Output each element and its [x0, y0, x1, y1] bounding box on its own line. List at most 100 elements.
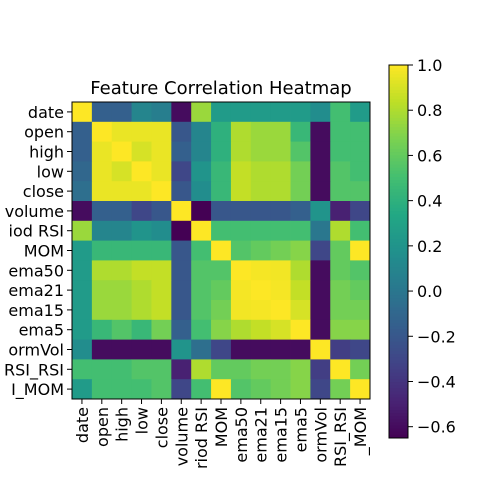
heatmap-cell — [230, 141, 252, 162]
colorbar-tick-label: −0.4 — [417, 372, 456, 391]
heatmap-cell — [310, 379, 331, 400]
colorbar-segment — [389, 326, 408, 330]
heatmap-cell — [211, 121, 232, 142]
colorbar-segment — [389, 117, 408, 122]
heatmap-cell — [131, 280, 152, 301]
colorbar-segment — [389, 276, 408, 280]
x-tick-label: riod RSI — [192, 407, 211, 469]
chart-title: Feature Correlation Heatmap — [90, 78, 351, 99]
heatmap-cell — [191, 339, 212, 360]
heatmap-cell — [171, 220, 192, 241]
colorbar-segment — [389, 251, 408, 256]
colorbar-segment — [389, 354, 408, 358]
y-tick-label: I_MOM — [11, 380, 64, 400]
heatmap-cell — [330, 300, 351, 321]
heatmap-cell — [151, 359, 172, 380]
heatmap-cell — [91, 220, 113, 241]
heatmap-cell — [250, 181, 272, 202]
colorbar-segment — [389, 108, 408, 113]
colorbar-segment — [389, 369, 408, 374]
heatmap-cell — [270, 359, 291, 380]
heatmap-cell — [350, 121, 371, 142]
heatmap-cell — [111, 121, 132, 142]
colorbar-segment — [389, 207, 408, 212]
colorbar-segment — [389, 344, 408, 349]
heatmap-cell — [91, 201, 113, 222]
heatmap-cell — [91, 339, 113, 360]
heatmap-cell — [72, 260, 93, 281]
column-labels: date open high low close volume riod RSI MOM ema… — [73, 399, 371, 469]
heatmap-cell — [131, 319, 152, 340]
heatmap-cell — [230, 300, 252, 321]
heatmap-cell — [111, 201, 132, 222]
heatmap-cell — [290, 379, 311, 400]
colorbar-segment — [389, 304, 408, 308]
heatmap-cell — [171, 300, 192, 321]
colorbar-segment — [389, 145, 408, 150]
heatmap-cell — [250, 220, 272, 241]
heatmap-cell — [270, 379, 291, 400]
heatmap-cell — [250, 260, 272, 281]
heatmap-cell — [310, 121, 331, 142]
colorbar-segment — [389, 114, 408, 119]
colorbar-segment — [389, 338, 408, 343]
heatmap-cell — [330, 359, 351, 380]
heatmap-cell — [131, 220, 152, 241]
colorbar-segment — [389, 431, 408, 436]
heatmap-cells — [72, 102, 371, 400]
colorbar-segment — [389, 425, 408, 430]
colorbar-segment — [389, 382, 408, 386]
heatmap-cell — [151, 201, 172, 222]
colorbar-segment — [389, 316, 408, 321]
colorbar-segment — [389, 288, 408, 293]
heatmap-cell — [230, 359, 252, 380]
heatmap-cell — [72, 201, 93, 222]
heatmap-cell — [151, 260, 172, 281]
colorbar-segment — [389, 335, 408, 340]
heatmap-cell — [171, 121, 192, 142]
heatmap-cell — [270, 141, 291, 162]
heatmap-cell — [350, 201, 371, 222]
colorbar-segment — [389, 102, 408, 106]
heatmap-cell — [191, 300, 212, 321]
heatmap-cell — [171, 339, 192, 360]
heatmap-cell — [131, 359, 152, 380]
heatmap-cell — [211, 201, 232, 222]
heatmap-cell — [250, 201, 272, 222]
colorbar-segment — [389, 273, 408, 277]
colorbar-segment — [389, 92, 408, 97]
colorbar-segment — [389, 120, 408, 125]
heatmap-cell — [330, 181, 351, 202]
heatmap-cell — [350, 319, 371, 340]
heatmap-cell — [250, 161, 272, 182]
heatmap-cell — [151, 379, 172, 400]
heatmap-cell — [330, 161, 351, 182]
colorbar-segment — [389, 89, 408, 94]
colorbar-tick-label: 0.8 — [417, 101, 442, 120]
heatmap-cell — [91, 260, 113, 281]
heatmap-cell — [211, 359, 232, 380]
heatmap-cell — [131, 240, 152, 261]
heatmap-cell — [72, 121, 93, 142]
heatmap-cell — [350, 260, 371, 281]
colorbar-segment — [389, 347, 408, 352]
heatmap-cell — [72, 161, 93, 182]
heatmap-cell — [131, 260, 152, 281]
heatmap-cell — [290, 102, 311, 123]
heatmap-cell — [91, 121, 113, 142]
heatmap-cell — [191, 379, 212, 400]
y-tick-label: ormVol — [8, 341, 64, 360]
colorbar-segment — [389, 99, 408, 103]
heatmap-cell — [270, 220, 291, 241]
heatmap-cell — [310, 102, 331, 123]
x-tick-label: ema5 — [291, 407, 310, 452]
y-tick-label: MOM — [24, 242, 64, 261]
heatmap-cell — [191, 141, 212, 162]
heatmap-cell — [250, 240, 272, 261]
colorbar-segment — [389, 242, 408, 246]
colorbar-segment — [389, 198, 408, 203]
heatmap-cell — [131, 379, 152, 400]
colorbar-segment — [389, 254, 408, 259]
